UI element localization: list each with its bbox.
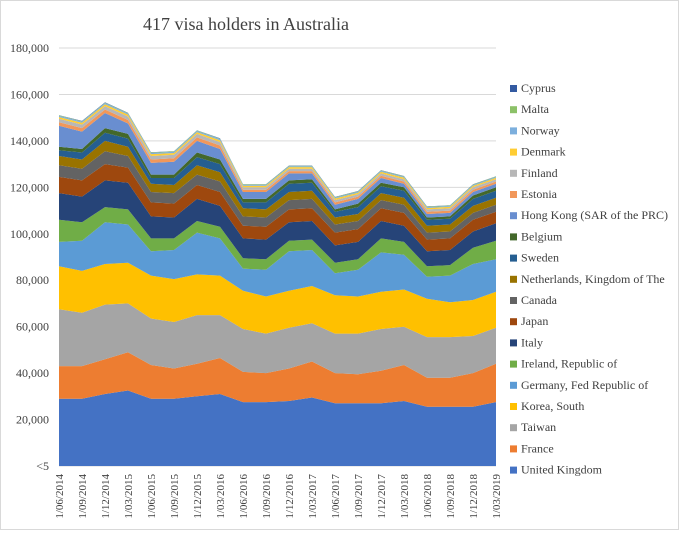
legend-label: Canada xyxy=(521,293,558,307)
legend-swatch xyxy=(510,275,517,283)
legend-label: Germany, Fed Republic of xyxy=(521,378,648,392)
x-tick-label: 1/09/2014 xyxy=(77,474,89,519)
x-tick-label: 1/09/2015 xyxy=(169,474,181,519)
legend-swatch xyxy=(510,297,517,304)
x-tick-label: 1/09/2018 xyxy=(445,474,457,519)
legend-swatch xyxy=(510,466,517,474)
x-tick-label: 1/12/2018 xyxy=(468,474,480,519)
x-tick-label: 1/06/2015 xyxy=(146,474,158,519)
x-tick-label: 1/12/2017 xyxy=(376,474,388,519)
legend-swatch xyxy=(510,106,517,114)
x-tick-label: 1/06/2014 xyxy=(54,474,66,519)
legend-label: Italy xyxy=(521,335,543,349)
x-tick-label: 1/06/2016 xyxy=(238,474,250,519)
area-series xyxy=(59,102,496,466)
y-tick-label: 20,000 xyxy=(16,413,49,427)
legend-swatch xyxy=(510,212,517,220)
area-germany-fed-republic-of xyxy=(59,222,496,303)
y-tick-label: 160,000 xyxy=(10,87,49,101)
y-tick-label: 140,000 xyxy=(10,134,49,148)
legend-swatch xyxy=(510,318,517,326)
area-france xyxy=(59,352,496,407)
y-tick-label: 120,000 xyxy=(10,180,49,194)
legend-label: Norway xyxy=(521,123,560,137)
legend-label: France xyxy=(521,441,554,455)
x-tick-label: 1/03/2017 xyxy=(307,474,319,519)
legend-label: Denmark xyxy=(521,145,566,159)
y-tick-label: 180,000 xyxy=(10,41,49,55)
legend-label: Malta xyxy=(521,102,550,116)
area-italy xyxy=(59,180,496,267)
legend-label: Finland xyxy=(521,166,558,180)
legend-swatch xyxy=(510,424,517,432)
legend-swatch xyxy=(510,191,517,198)
legend-swatch xyxy=(510,169,517,177)
x-tick-label: 1/03/2016 xyxy=(215,474,227,519)
x-tick-label: 1/12/2014 xyxy=(100,474,112,519)
area-ireland-republic-of xyxy=(59,207,496,277)
legend-label: Taiwan xyxy=(521,420,556,434)
legend-swatch xyxy=(510,403,517,410)
chart-title: 417 visa holders in Australia xyxy=(143,14,349,34)
x-tick-label: 1/03/2019 xyxy=(491,474,503,519)
legend-label: United Kingdom xyxy=(521,463,603,477)
x-axis-ticks: 1/06/2014 1/09/2014 1/12/2014 1/03/2015 1/06… xyxy=(54,474,503,519)
y-tick-label: 100,000 xyxy=(10,227,49,241)
y-tick-label: <5 xyxy=(36,459,49,473)
legend-label: Ireland, Republic of xyxy=(521,357,617,371)
legend-label: Hong Kong (SAR of the PRC) xyxy=(521,208,668,222)
legend: Cyprus Malta Norway Denmark Finland Estonia Ho… xyxy=(510,81,668,477)
legend-label: Netherlands, Kingdom of The xyxy=(521,272,665,286)
area-sweden xyxy=(59,132,496,226)
area-taiwan xyxy=(59,303,496,378)
area-hong-kong-sar-of-the-prc xyxy=(59,113,496,218)
x-tick-label: 1/03/2015 xyxy=(123,474,135,519)
x-tick-label: 1/12/2015 xyxy=(192,474,204,519)
legend-swatch xyxy=(510,339,517,347)
legend-label: Sweden xyxy=(521,251,559,265)
x-tick-label: 1/03/2018 xyxy=(399,474,411,519)
legend-swatch xyxy=(510,254,517,262)
legend-swatch xyxy=(510,360,517,368)
x-tick-label: 1/06/2017 xyxy=(330,474,342,519)
x-tick-label: 1/09/2017 xyxy=(353,474,365,519)
area-united-kingdom xyxy=(59,390,496,466)
area-netherlands-kingdom-of-the xyxy=(59,140,496,233)
legend-swatch xyxy=(510,148,517,156)
area-japan xyxy=(59,164,496,252)
legend-label: Korea, South xyxy=(521,399,584,413)
area-canada xyxy=(59,151,496,240)
legend-label: Cyprus xyxy=(521,81,556,95)
legend-swatch xyxy=(510,381,517,389)
legend-label: Estonia xyxy=(521,187,558,201)
legend-swatch xyxy=(510,85,517,92)
legend-swatch xyxy=(510,233,517,241)
area-korea-south xyxy=(59,262,496,338)
legend-swatch xyxy=(510,445,517,453)
legend-label: Japan xyxy=(521,314,548,328)
y-axis-ticks: <5 20,000 40,000 60,000 80,000 100,000 120,000… xyxy=(10,41,49,473)
y-tick-label: 80,000 xyxy=(16,273,49,287)
legend-swatch xyxy=(510,127,517,135)
x-tick-label: 1/06/2018 xyxy=(422,474,434,519)
y-tick-label: 40,000 xyxy=(16,366,49,380)
legend-label: Belgium xyxy=(521,229,563,243)
x-tick-label: 1/09/2016 xyxy=(261,474,273,519)
y-tick-label: 60,000 xyxy=(16,320,49,334)
x-tick-label: 1/12/2016 xyxy=(284,474,296,519)
